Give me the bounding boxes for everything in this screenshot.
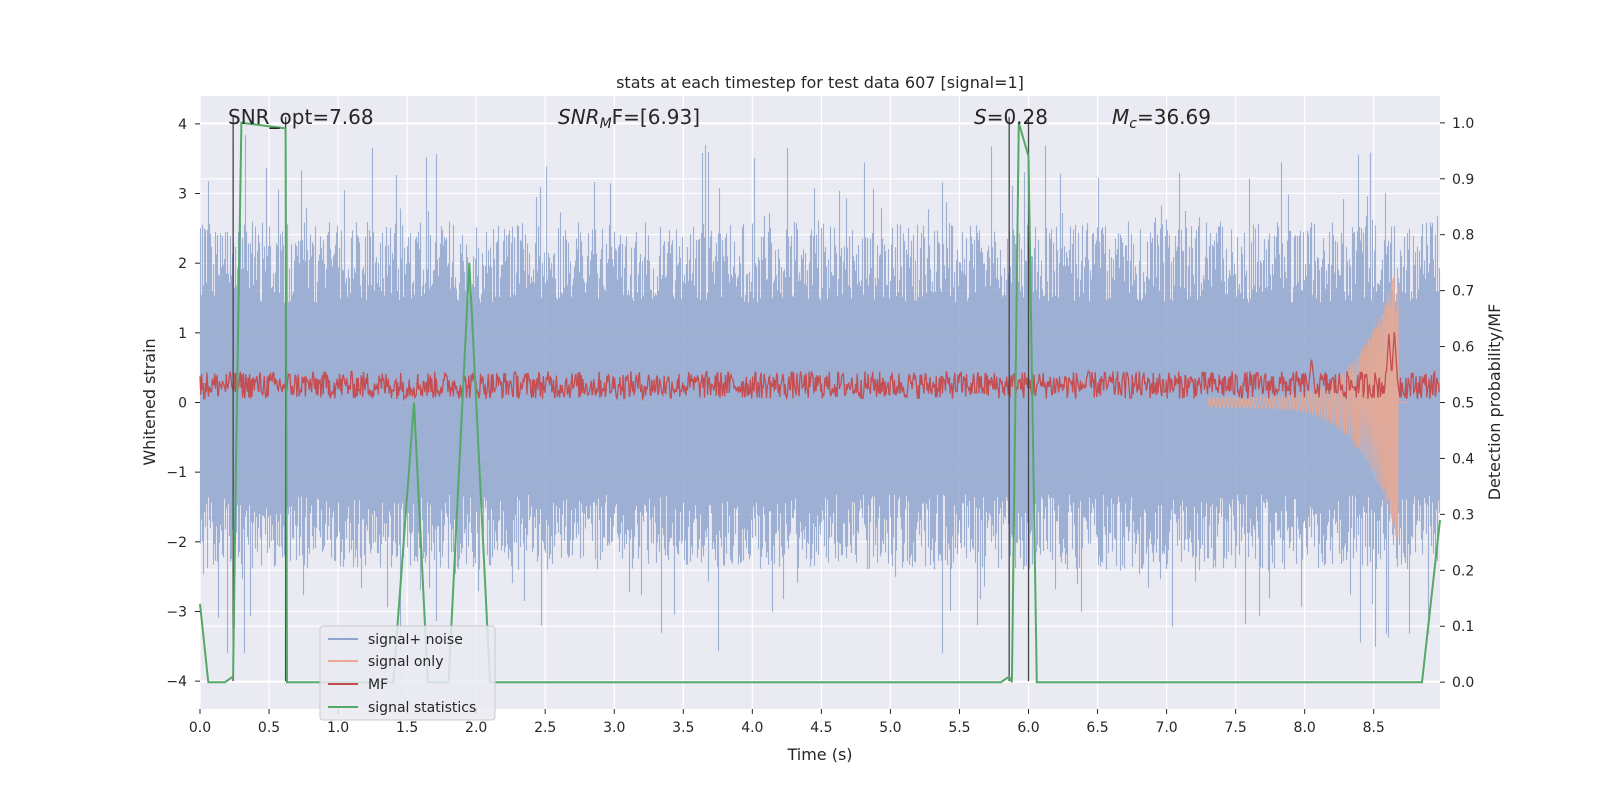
y-right-tick-label: 0.4 [1452, 451, 1474, 467]
y-right-tick-label: 0.1 [1452, 619, 1474, 635]
mc-val: =36.69 [1137, 105, 1211, 129]
y-left-tick-label: 0 [178, 396, 187, 412]
y-axis-label-left: Whitened strain [140, 338, 159, 465]
x-tick-label: 2.0 [465, 720, 487, 736]
x-tick-label: 4.0 [741, 720, 763, 736]
x-tick-label: 7.0 [1155, 720, 1177, 736]
mc-var: M [1112, 105, 1129, 129]
s-var: S [974, 105, 987, 129]
mf-line [199, 331, 1440, 402]
y-ticks-right: 0.0 0.1 0.2 0.3 0.4 0.5 0.6 0.7 0.8 0.9 1.0 [1440, 116, 1474, 691]
y-right-tick-label: 1.0 [1452, 116, 1474, 132]
x-tick-label: 6.0 [1017, 720, 1039, 736]
chart-title: stats at each timestep for test data 607… [616, 73, 1024, 92]
snr-mf-sub: M [600, 116, 612, 132]
x-tick-label: 7.5 [1225, 720, 1247, 736]
y-left-tick-label: −4 [166, 674, 187, 690]
x-tick-label: 3.5 [672, 720, 694, 736]
x-tick-label: 8.5 [1363, 720, 1385, 736]
y-right-tick-label: 0.3 [1452, 507, 1474, 523]
x-axis-label: Time (s) [786, 745, 852, 764]
x-tick-label: 8.0 [1294, 720, 1316, 736]
legend-label-signal-noise: signal+ noise [368, 632, 463, 648]
y-right-tick-label: 0.2 [1452, 563, 1474, 579]
y-right-tick-label: 0.6 [1452, 340, 1474, 356]
legend-label-signal-statistics: signal statistics [368, 700, 476, 716]
annotation-mc: Mc=36.69 [1112, 105, 1211, 132]
annotation-s: S=0.28 [974, 105, 1048, 129]
x-tick-label: 4.5 [810, 720, 832, 736]
series-mf [199, 331, 1440, 402]
y-axis-label-right: Detection probability/MF [1485, 304, 1504, 501]
x-tick-label: 6.5 [1086, 720, 1108, 736]
y-ticks-left: −4 −3 −2 −1 0 1 2 3 4 [166, 117, 200, 690]
x-tick-label: 3.0 [603, 720, 625, 736]
x-tick-label: 0.5 [258, 720, 280, 736]
y-left-tick-label: −3 [166, 604, 187, 620]
annotation-snr-mf: SNRMF=[6.93] [558, 105, 700, 132]
snr-mf-prefix: SNR [558, 105, 600, 129]
s-val: =0.28 [987, 105, 1048, 129]
legend-label-mf: MF [368, 677, 388, 693]
x-tick-label: 5.0 [879, 720, 901, 736]
y-right-tick-label: 0.7 [1452, 284, 1474, 300]
legend-box [319, 625, 496, 721]
x-ticks: 0.0 0.5 1.0 1.5 2.0 2.5 3.0 3.5 4.0 4.5 5.0 5.5 6.0 6… [189, 709, 1385, 736]
x-tick-label: 5.5 [948, 720, 970, 736]
y-left-tick-label: 4 [178, 117, 187, 133]
x-tick-label: 1.0 [327, 720, 349, 736]
y-right-tick-label: 0.0 [1452, 675, 1474, 691]
y-left-tick-label: 3 [178, 187, 187, 203]
y-right-tick-label: 0.5 [1452, 396, 1474, 412]
annotation-snr-opt: SNR_opt=7.68 [228, 105, 374, 129]
y-left-tick-label: 2 [178, 256, 187, 272]
y-left-tick-label: −1 [166, 465, 187, 481]
x-tick-label: 0.0 [189, 720, 211, 736]
y-left-tick-label: 1 [178, 326, 187, 342]
y-left-tick-label: −2 [166, 535, 187, 551]
x-tick-label: 1.5 [396, 720, 418, 736]
snr-mf-rest: F=[6.93] [612, 105, 700, 129]
mc-sub: c [1129, 116, 1137, 132]
x-tick-label: 2.5 [534, 720, 556, 736]
y-right-tick-label: 0.9 [1452, 172, 1474, 188]
legend-label-signal-only: signal only [368, 654, 443, 670]
legend: signal+ noise signal only MF signal stat… [319, 625, 496, 721]
y-right-tick-label: 0.8 [1452, 228, 1474, 244]
